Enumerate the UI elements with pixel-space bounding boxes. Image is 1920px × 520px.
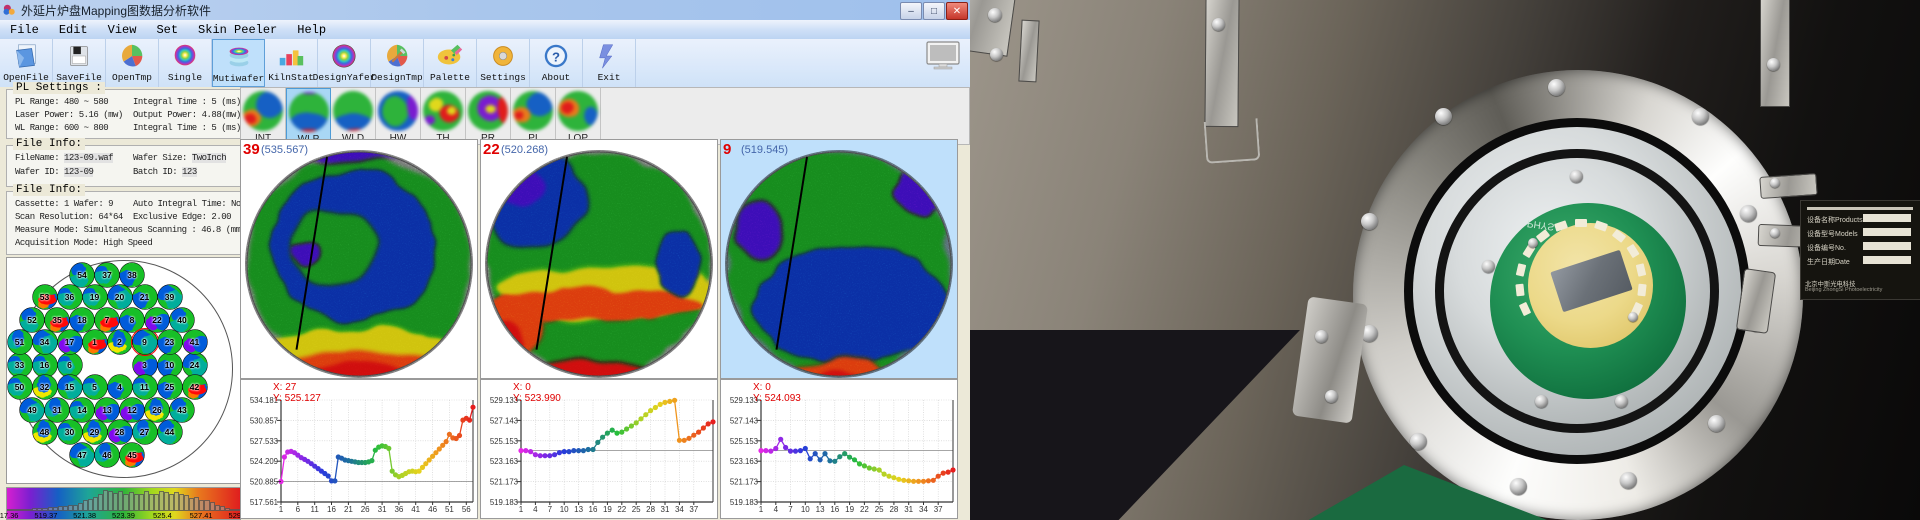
svg-text:56: 56 [462,505,471,514]
svg-text:25: 25 [875,505,884,514]
svg-text:51: 51 [445,505,454,514]
svg-text:517.561: 517.561 [250,498,278,507]
svg-text:527.533: 527.533 [250,437,278,446]
svg-text:10: 10 [560,505,569,514]
svg-text:21: 21 [344,505,353,514]
svg-text:4: 4 [774,505,779,514]
svg-text:524.209: 524.209 [250,457,278,466]
svg-text:34: 34 [919,505,928,514]
svg-text:28: 28 [646,505,655,514]
svg-text:530.857: 530.857 [250,416,278,425]
svg-text:19: 19 [603,505,612,514]
svg-text:13: 13 [574,505,583,514]
svg-text:519.183: 519.183 [730,498,758,507]
svg-text:520.885: 520.885 [250,478,279,487]
svg-text:13: 13 [816,505,825,514]
svg-text:26: 26 [361,505,370,514]
svg-text:22: 22 [617,505,626,514]
svg-text:19: 19 [845,505,854,514]
svg-text:521.173: 521.173 [490,478,518,487]
svg-text:34: 34 [675,505,684,514]
svg-text:37: 37 [934,505,943,514]
svg-text:523.163: 523.163 [730,457,758,466]
svg-text:16: 16 [589,505,598,514]
svg-text:4: 4 [533,505,538,514]
svg-text:525.153: 525.153 [490,437,518,446]
svg-text:525.153: 525.153 [730,437,758,446]
svg-text:519.183: 519.183 [490,498,518,507]
svg-text:1: 1 [759,505,764,514]
svg-text:7: 7 [548,505,553,514]
svg-text:527.143: 527.143 [730,416,758,425]
svg-text:1: 1 [519,505,524,514]
svg-text:31: 31 [378,505,387,514]
svg-text:37: 37 [689,505,698,514]
svg-text:7: 7 [788,505,793,514]
svg-text:22: 22 [860,505,869,514]
svg-text:6: 6 [296,505,301,514]
svg-text:11: 11 [311,505,320,514]
svg-text:31: 31 [904,505,913,514]
svg-text:523.163: 523.163 [490,457,518,466]
svg-text:527.143: 527.143 [490,416,518,425]
svg-text:1: 1 [279,505,284,514]
svg-text:36: 36 [394,505,403,514]
svg-text:25: 25 [632,505,641,514]
svg-text:?: ? [552,50,560,65]
svg-text:41: 41 [411,505,420,514]
svg-text:28: 28 [889,505,898,514]
svg-text:46: 46 [428,505,437,514]
svg-text:521.173: 521.173 [730,478,758,487]
svg-text:10: 10 [801,505,810,514]
svg-text:31: 31 [661,505,670,514]
svg-text:16: 16 [830,505,839,514]
svg-text:16: 16 [327,505,336,514]
